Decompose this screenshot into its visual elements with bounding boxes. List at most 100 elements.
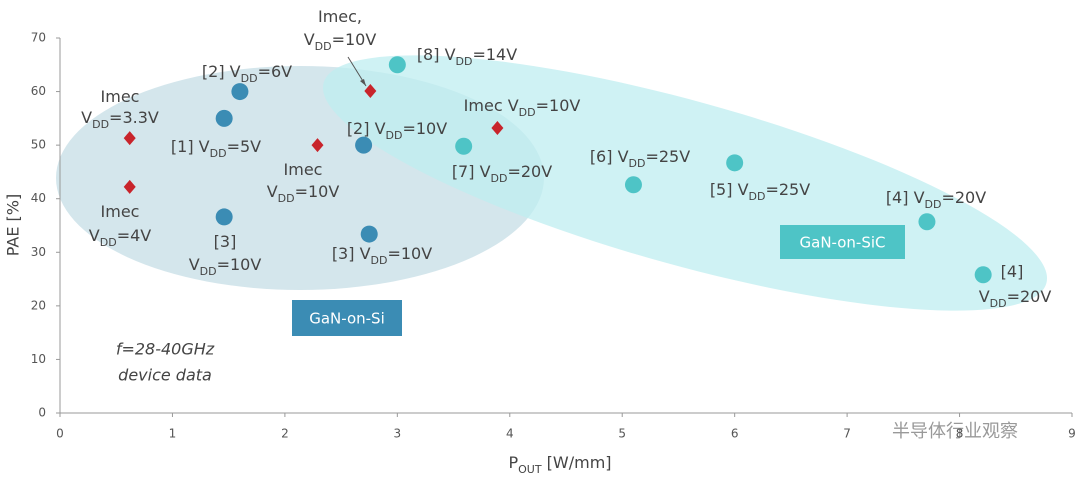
region-label: GaN-on-SiC: [800, 234, 886, 252]
text-segment: [3] V: [332, 244, 371, 263]
text-segment: =10V: [295, 182, 340, 201]
y-tick-label: 40: [31, 191, 46, 205]
x-tick-label: 2: [281, 427, 289, 441]
point-label: VDD=3.3V: [81, 108, 159, 131]
point: [215, 208, 233, 226]
y-tick-label: 50: [31, 138, 46, 152]
y-axis-label: PAE [%]: [4, 194, 23, 256]
point: [364, 84, 377, 99]
text-segment: [W/mm]: [542, 453, 612, 472]
point-label: Imec: [284, 160, 323, 179]
text-segment: =5V: [227, 137, 262, 156]
point-label: VDD=10V: [304, 30, 377, 53]
point-label: [6] VDD=25V: [590, 147, 690, 170]
text-segment: [8] V: [417, 45, 456, 64]
arrow-head: [360, 79, 366, 86]
text-segment: =10V: [332, 30, 377, 49]
point-label: [3] VDD=10V: [332, 244, 432, 267]
x-tick-label: 1: [169, 427, 177, 441]
point-label: [2] VDD=10V: [347, 119, 447, 142]
subscript: DD: [925, 198, 942, 211]
point-label: VDD=10V: [267, 182, 340, 205]
point: [360, 225, 378, 243]
x-tick-label: 8: [956, 427, 964, 441]
point-label: [5] VDD=25V: [710, 180, 810, 203]
subscript: DD: [749, 190, 766, 203]
subscript: DD: [100, 236, 117, 249]
point-label: VDD=20V: [979, 287, 1052, 310]
text-segment: =20V: [1007, 287, 1052, 306]
subscript: DD: [210, 147, 227, 160]
subscript: DD: [519, 106, 536, 119]
region-box: [780, 225, 905, 259]
point-label: VDD=4V: [89, 226, 151, 249]
point-label: Imec VDD=10V: [464, 96, 581, 119]
point-label: [4] VDD=20V: [886, 188, 986, 211]
subscript: DD: [629, 157, 646, 170]
x-tick-label: 7: [843, 427, 851, 441]
point: [355, 136, 373, 154]
subscript: DD: [200, 265, 217, 278]
region-label: GaN-on-Si: [309, 310, 385, 328]
subscript: DD: [241, 72, 258, 85]
point-label: Imec: [101, 202, 140, 221]
text-segment: V: [189, 255, 200, 274]
text-segment: [7] V: [452, 162, 491, 181]
text-segment: [1] V: [171, 137, 210, 156]
text-segment: =6V: [258, 62, 293, 81]
y-tick-label: 70: [31, 31, 46, 45]
text-segment: =25V: [765, 180, 810, 199]
text-segment: =3.3V: [109, 108, 159, 127]
subscript: OUT: [518, 463, 542, 476]
text-segment: =20V: [941, 188, 986, 207]
subscript: DD: [491, 172, 508, 185]
subscript: DD: [386, 129, 403, 142]
point-label: Imec: [101, 87, 140, 106]
subscript: DD: [371, 254, 388, 267]
point: [624, 176, 642, 194]
text-segment: [2] V: [202, 62, 241, 81]
text-segment: [3]: [214, 232, 237, 251]
x-tick-label: 6: [731, 427, 739, 441]
text-segment: =10V: [536, 96, 581, 115]
point-label: [7] VDD=20V: [452, 162, 552, 185]
text-segment: V: [304, 30, 315, 49]
subscript: DD: [92, 118, 109, 131]
point-label: [4]: [1001, 262, 1024, 281]
point-label: [3]: [214, 232, 237, 251]
text-segment: P: [508, 453, 518, 472]
point-label: [1] VDD=5V: [171, 137, 261, 160]
subscript: DD: [456, 55, 473, 68]
point: [215, 109, 233, 127]
text-segment: =4V: [117, 226, 152, 245]
text-segment: V: [267, 182, 278, 201]
x-tick-label: 3: [394, 427, 402, 441]
point: [974, 266, 992, 284]
point: [491, 121, 504, 135]
y-tick-label: 30: [31, 245, 46, 259]
text-segment: Imec V: [464, 96, 519, 115]
text-segment: =10V: [217, 255, 262, 274]
y-tick-label: 20: [31, 298, 46, 312]
text-segment: [2] V: [347, 119, 386, 138]
point: [726, 154, 744, 172]
text-segment: V: [979, 287, 990, 306]
point-label: VDD=10V: [189, 255, 262, 278]
point-label: Imec,: [318, 7, 362, 26]
text-segment: [4]: [1001, 262, 1024, 281]
text-segment: Imec: [101, 202, 140, 221]
text-segment: =20V: [507, 162, 552, 181]
text-segment: =14V: [472, 45, 517, 64]
text-segment: =10V: [387, 244, 432, 263]
y-tick-label: 60: [31, 84, 46, 98]
point-label: [8] VDD=14V: [417, 45, 517, 68]
subscript: DD: [990, 297, 1007, 310]
point: [918, 213, 936, 231]
x-tick-label: 9: [1068, 427, 1076, 441]
point: [123, 131, 136, 146]
text-segment: V: [81, 108, 92, 127]
text-segment: [5] V: [710, 180, 749, 199]
x-tick-label: 4: [506, 427, 514, 441]
note: f=28-40GHz: [116, 340, 215, 359]
